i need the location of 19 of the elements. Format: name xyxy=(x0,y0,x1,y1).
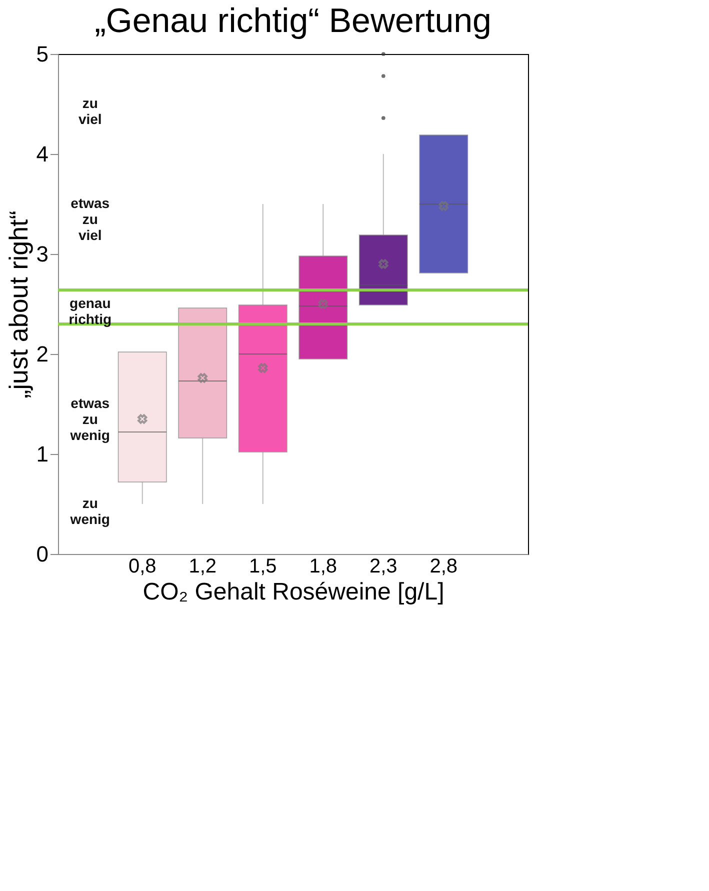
annotation: etwas zu viel xyxy=(70,195,110,243)
y-tick-label: 3 xyxy=(36,242,48,266)
y-tick-label: 0 xyxy=(36,542,48,566)
annotation: etwas zu wenig xyxy=(69,395,110,443)
x-tick-label: 1,8 xyxy=(309,556,338,578)
y-tick-label: 4 xyxy=(36,142,48,166)
x-tick-label: 0,8 xyxy=(128,556,156,578)
y-tick-label: 1 xyxy=(36,442,48,466)
x-tick-label: 1,5 xyxy=(248,556,277,578)
y-tick-label: 2 xyxy=(36,342,48,366)
x-tick-label: 1,2 xyxy=(188,556,217,578)
chart-title: „Genau richtig“ Bewertung xyxy=(94,2,492,40)
annotation: zu viel xyxy=(78,95,102,127)
x-tick-label: 2,3 xyxy=(369,556,398,578)
x-axis-title: CO₂ Gehalt Roséweine [g/L] xyxy=(142,578,444,606)
x-tick-label: 2,8 xyxy=(430,556,458,578)
y-axis-title: „just about right“ xyxy=(3,210,34,398)
annotation: zu wenig xyxy=(69,495,110,527)
y-tick-label: 5 xyxy=(36,42,48,66)
